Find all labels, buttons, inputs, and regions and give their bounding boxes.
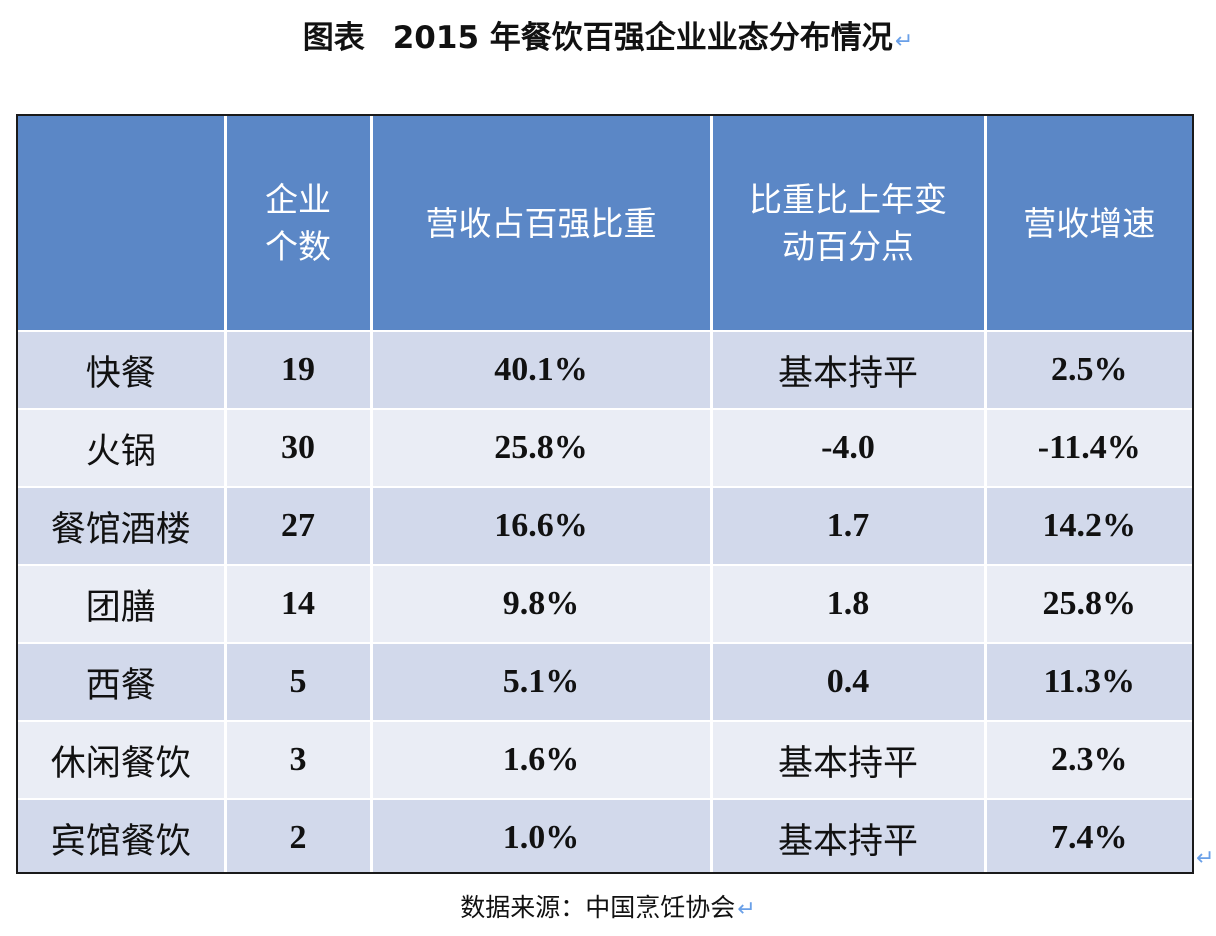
table-cell: -4.0 [711, 408, 987, 487]
column-header: 营收占百强比重 [371, 116, 713, 331]
row-category-cell: 宾馆餐饮 [18, 798, 227, 872]
header-row: 企业 个数 营收占百强比重 比重比上年变 动百分点 营收增速 [18, 116, 1192, 331]
table-paragraph-mark: ↵ [1194, 846, 1214, 871]
document-title: 图表 2015 年餐饮百强企业业态分布情况↵ [0, 16, 1216, 64]
table-header: 企业 个数 营收占百强比重 比重比上年变 动百分点 营收增速 [18, 116, 1192, 331]
paragraph-mark-icon: ↵ [894, 29, 914, 54]
table-cell: 25.8% [371, 408, 713, 487]
row-category-cell: 西餐 [18, 642, 227, 721]
table-cell: 27 [225, 486, 373, 565]
table-row: 餐馆酒楼 27 16.6% 1.7 14.2% [18, 486, 1192, 565]
table-row: 西餐 5 5.1% 0.4 11.3% [18, 642, 1192, 721]
table-row: 休闲餐饮 3 1.6% 基本持平 2.3% [18, 720, 1192, 799]
table-cell: 0.4 [711, 642, 987, 721]
table-cell: 1.0% [371, 798, 713, 872]
table-cell: 30 [225, 408, 373, 487]
table-cell: 14 [225, 564, 373, 643]
column-header [18, 116, 227, 331]
table-cell: -11.4% [985, 408, 1192, 487]
table-cell: 2.3% [985, 720, 1192, 799]
table-cell: 11.3% [985, 642, 1192, 721]
row-category-cell: 餐馆酒楼 [18, 486, 227, 565]
table-cell: 5 [225, 642, 373, 721]
table-cell: 14.2% [985, 486, 1192, 565]
row-category-cell: 团膳 [18, 564, 227, 643]
row-category-cell: 快餐 [18, 330, 227, 409]
column-header: 企业 个数 [225, 116, 373, 331]
table-cell: 基本持平 [711, 798, 987, 872]
table-row: 火锅 30 25.8% -4.0 -11.4% [18, 408, 1192, 487]
source-note: 数据来源：中国烹饪协会↵ [0, 890, 1216, 928]
row-category-cell: 火锅 [18, 408, 227, 487]
table-row: 宾馆餐饮 2 1.0% 基本持平 7.4% [18, 798, 1192, 872]
column-header: 比重比上年变 动百分点 [711, 116, 987, 331]
table-cell: 9.8% [371, 564, 713, 643]
data-table: 企业 个数 营收占百强比重 比重比上年变 动百分点 营收增速 快餐 19 40.1% 基本持平 2… [18, 116, 1192, 872]
table-cell: 3 [225, 720, 373, 799]
table-body: 快餐 19 40.1% 基本持平 2.5% 火锅 30 25.8% -4.0 -11.4% 餐馆酒楼… [18, 330, 1192, 872]
table-cell: 5.1% [371, 642, 713, 721]
table-cell: 1.6% [371, 720, 713, 799]
row-category-cell: 休闲餐饮 [18, 720, 227, 799]
table-cell: 基本持平 [711, 720, 987, 799]
title-text: 2015 年餐饮百强企业业态分布情况 [392, 20, 893, 56]
table-cell: 基本持平 [711, 330, 987, 409]
table-cell: 7.4% [985, 798, 1192, 872]
table-cell: 2.5% [985, 330, 1192, 409]
paragraph-mark-icon: ↵ [737, 897, 756, 922]
source-text: 数据来源：中国烹饪协会 [460, 893, 736, 922]
table-cell: 19 [225, 330, 373, 409]
column-header: 营收增速 [985, 116, 1192, 331]
paragraph-mark-icon: ↵ [1196, 846, 1215, 871]
table-cell: 1.7 [711, 486, 987, 565]
table-cell: 1.8 [711, 564, 987, 643]
table-cell: 25.8% [985, 564, 1192, 643]
table-row: 团膳 14 9.8% 1.8 25.8% [18, 564, 1192, 643]
table-row: 快餐 19 40.1% 基本持平 2.5% [18, 330, 1192, 409]
data-table-container: 企业 个数 营收占百强比重 比重比上年变 动百分点 营收增速 快餐 19 40.1% 基本持平 2… [16, 114, 1194, 874]
table-cell: 40.1% [371, 330, 713, 409]
table-cell: 2 [225, 798, 373, 872]
title-prefix: 图表 [302, 20, 365, 56]
table-cell: 16.6% [371, 486, 713, 565]
